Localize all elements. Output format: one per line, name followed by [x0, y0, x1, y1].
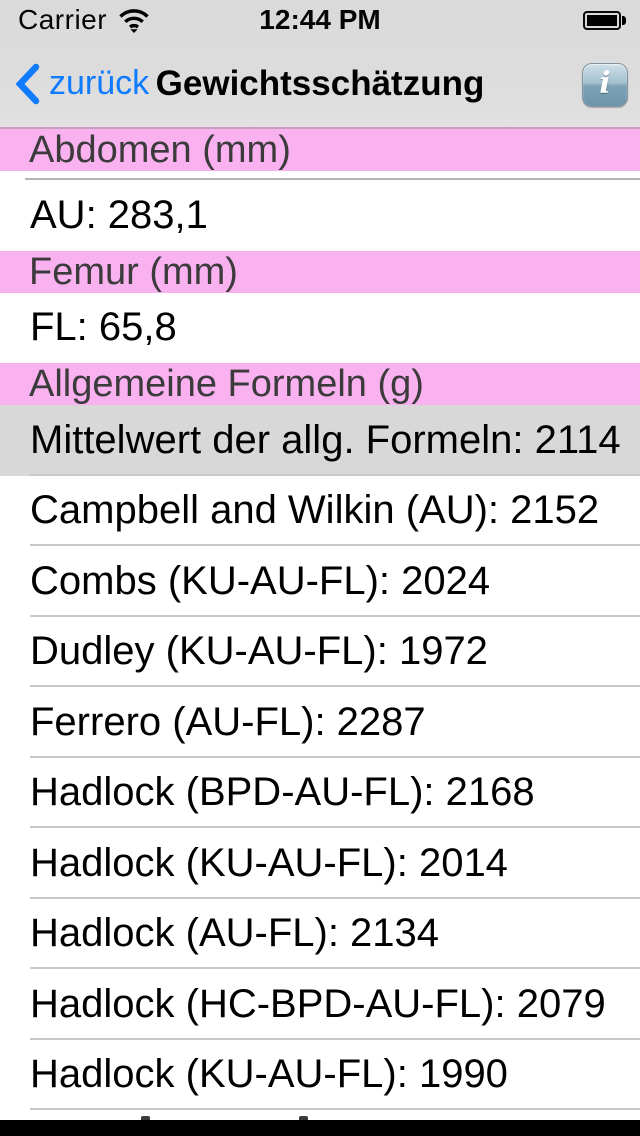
clipped-row-glyph-fragment [141, 1116, 150, 1120]
header-hairline [0, 171, 640, 180]
row-label: Hadlock (BPD-AU-FL): 2168 [30, 770, 535, 815]
info-button[interactable]: i [582, 63, 628, 107]
battery-icon [583, 10, 626, 30]
section-header: Abdomen (mm) [0, 129, 640, 171]
row-label: Hadlock (KU-AU-FL): 1990 [30, 1052, 508, 1097]
table-row[interactable]: Dudley (KU-AU-FL): 1972 [0, 616, 640, 687]
nav-bar: zurück Gewichtsschätzung i [0, 40, 640, 127]
table-row[interactable]: Ferrero (AU-FL): 2287 [0, 687, 640, 758]
row-label: Combs (KU-AU-FL): 2024 [30, 558, 491, 603]
table-row[interactable]: Combs (KU-AU-FL): 2024 [0, 546, 640, 617]
back-button[interactable]: zurück [0, 63, 149, 105]
table-row[interactable]: Hadlock (HC-BPD-AU-FL): 2079 [0, 969, 640, 1040]
table-row[interactable]: Hadlock (KU-AU-FL): 2014 [0, 828, 640, 899]
table-row[interactable]: FL: 65,8 [0, 292, 640, 363]
bottom-black-bar [0, 1120, 640, 1136]
row-label: Hadlock (HC-BPD-AU-FL): 2079 [30, 981, 606, 1026]
partial-next-row [0, 1110, 640, 1120]
table-row[interactable]: Campbell and Wilkin (AU): 2152 [0, 475, 640, 546]
wifi-icon [117, 7, 151, 33]
row-label: FL: 65,8 [30, 305, 177, 350]
row-label: Hadlock (KU-AU-FL): 2014 [30, 840, 508, 885]
row-label: Campbell and Wilkin (AU): 2152 [30, 488, 600, 533]
back-button-label: zurück [49, 64, 150, 102]
row-label: Dudley (KU-AU-FL): 1972 [30, 629, 488, 674]
table-row[interactable]: Hadlock (BPD-AU-FL): 2168 [0, 757, 640, 828]
info-icon: i [599, 66, 611, 101]
row-label: Mittelwert der allg. Formeln: 2114 [30, 417, 621, 462]
row-label: Ferrero (AU-FL): 2287 [30, 699, 426, 744]
carrier-label: Carrier [18, 4, 108, 35]
row-label: AU: 283,1 [30, 192, 208, 237]
section-header: Allgemeine Formeln (g) [0, 363, 640, 405]
table-row[interactable]: AU: 283,1 [0, 180, 640, 251]
table: Abdomen (mm) AU: 283,1 Femur (mm) FL: 65,8 A… [0, 129, 640, 1110]
back-chevron-icon [15, 63, 40, 104]
section-header: Femur (mm) [0, 250, 640, 293]
table-row[interactable]: Hadlock (AU-FL): 2134 [0, 898, 640, 969]
status-bar: Carrier 12:44 PM [0, 0, 640, 40]
top-chrome: Carrier 12:44 PM zurück [0, 0, 640, 129]
table-row[interactable]: Hadlock (KU-AU-FL): 1990 [0, 1039, 640, 1110]
table-row[interactable]: Mittelwert der allg. Formeln: 2114 [0, 405, 640, 476]
clipped-row-glyph-fragment [299, 1116, 308, 1120]
row-label: Hadlock (AU-FL): 2134 [30, 911, 440, 956]
